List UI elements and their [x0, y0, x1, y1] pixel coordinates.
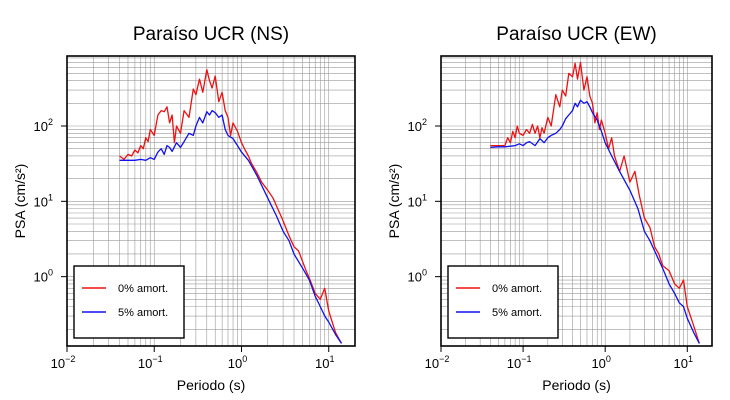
- y-axis-label: PSA (cm/s²): [386, 164, 402, 239]
- x-tick-label: 101: [315, 354, 334, 371]
- x-tick-label: 10−1: [507, 354, 532, 371]
- legend-box: [447, 265, 559, 339]
- legend-box: [73, 265, 185, 339]
- y-tick-label: 100: [34, 268, 53, 285]
- x-tick-label: 100: [591, 354, 610, 371]
- x-tick-label: 10−1: [138, 354, 163, 371]
- x-axis-label: Periodo (s): [177, 377, 245, 393]
- legend: 0% amort. 5% amort.: [447, 265, 559, 339]
- y-tick-label: 102: [408, 117, 427, 134]
- chart-title: Paraíso UCR (EW): [496, 24, 656, 45]
- series-line-5pct: [490, 99, 700, 344]
- legend-label: 5% amort.: [492, 307, 542, 319]
- legend: 0% amort. 5% amort.: [73, 265, 185, 339]
- legend-label: 5% amort.: [118, 307, 168, 319]
- x-tick-label: 101: [674, 354, 693, 371]
- chart-title: Paraíso UCR (NS): [133, 24, 289, 45]
- x-tick-label: 100: [228, 354, 247, 371]
- x-tick-label: 10−2: [51, 354, 76, 371]
- x-axis-label: Periodo (s): [542, 377, 610, 393]
- y-tick-label: 101: [34, 192, 53, 209]
- series-line-0pct: [490, 61, 700, 344]
- legend-label: 0% amort.: [118, 283, 168, 295]
- y-tick-label: 101: [408, 192, 427, 209]
- legend-label: 0% amort.: [492, 283, 542, 295]
- y-tick-label: 102: [34, 117, 53, 134]
- series-line-0pct: [119, 69, 343, 344]
- chart-panel-2: 10−2 10−1 100 101 100 101 102 Paraíso UCR (EW) P…: [386, 24, 713, 393]
- series-line-5pct: [119, 109, 343, 344]
- y-axis-label: PSA (cm/s²): [12, 164, 28, 239]
- x-tick-label: 10−2: [425, 354, 450, 371]
- chart-panel-1: 10−2 10−1 100 101 100 101 102 Paraíso UCR (NS) P…: [12, 24, 356, 393]
- y-tick-label: 100: [408, 268, 427, 285]
